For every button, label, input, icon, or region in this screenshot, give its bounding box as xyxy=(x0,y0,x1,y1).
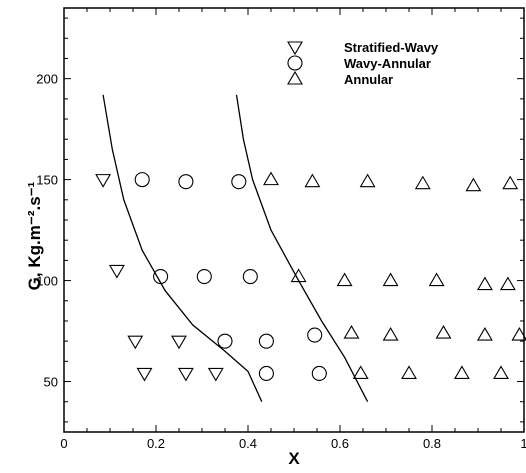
legend-annular-label: Annular xyxy=(344,72,393,87)
x-tick-label: 0 xyxy=(60,436,67,451)
wavy-annular-point xyxy=(196,268,212,285)
stratified-wavy-point xyxy=(177,367,194,382)
stratified-wavy-point xyxy=(171,335,187,350)
annular-point xyxy=(499,276,516,291)
legend-stratified-wavy-marker xyxy=(287,41,303,56)
x-tick-label: 0.4 xyxy=(239,436,257,451)
wavy-annular-point xyxy=(258,333,274,349)
y-tick-label: 150 xyxy=(36,173,58,188)
legend-stratified-wavy-label: Stratified-Wavy xyxy=(344,40,439,55)
annular-point xyxy=(263,171,279,186)
annular-point xyxy=(476,326,493,341)
annular-point xyxy=(382,326,399,341)
transition-lines xyxy=(102,94,369,402)
legend-wavy-annular-label: Wavy-Annular xyxy=(344,56,431,71)
wavy-annular-point xyxy=(231,174,247,190)
plot-frame xyxy=(63,7,525,433)
annular-point xyxy=(465,177,482,192)
wavy-annular-point xyxy=(242,268,258,285)
plot-border xyxy=(63,7,525,433)
y-tick-label: 50 xyxy=(44,375,58,390)
y-axis-label: G, Kg.m⁻².s⁻¹ xyxy=(25,181,44,290)
legend-wavy-annular-marker xyxy=(287,55,303,71)
annular-point xyxy=(511,326,526,341)
annular-point xyxy=(502,175,519,190)
annular-point xyxy=(428,272,445,287)
x-tick-label: 1 xyxy=(520,436,526,451)
annular-point xyxy=(414,175,431,190)
wavy-annular-point xyxy=(217,333,233,349)
x-tick-label: 0.8 xyxy=(423,436,441,451)
annular-point xyxy=(352,365,369,379)
x-tick-label: 0.2 xyxy=(147,436,165,451)
wavy-annular-point xyxy=(134,172,150,188)
annular-point xyxy=(435,324,452,339)
y-tick-label: 100 xyxy=(36,274,58,289)
stratified-wavy-point xyxy=(207,367,224,382)
wavy-annular-point xyxy=(153,268,169,285)
legend-annular-marker xyxy=(287,70,303,85)
wavy-annular-point xyxy=(178,174,194,190)
x-tick-label: 0.6 xyxy=(331,436,349,451)
annular-point xyxy=(336,272,353,287)
y-tick-label: 200 xyxy=(36,72,58,87)
stratified-wavy-point xyxy=(108,264,125,279)
x-axis-label: X xyxy=(288,449,300,468)
annular-point xyxy=(401,365,417,379)
wavy-annular-point xyxy=(307,327,323,343)
annular-point xyxy=(476,276,493,291)
wavy-annular-point xyxy=(258,365,274,381)
annular-point xyxy=(382,272,399,287)
annular-point xyxy=(290,268,307,283)
transition-line-2 xyxy=(235,94,369,402)
stratified-wavy-point xyxy=(136,367,153,382)
annular-point xyxy=(453,365,470,379)
annular-point xyxy=(304,173,321,188)
data-markers xyxy=(95,171,526,382)
stratified-wavy-point xyxy=(127,335,144,350)
annular-point xyxy=(343,324,360,339)
wavy-annular-point xyxy=(311,365,327,381)
annular-point xyxy=(359,173,376,188)
transition-line-1 xyxy=(102,94,263,402)
annular-point xyxy=(493,365,509,379)
stratified-wavy-point xyxy=(95,174,112,188)
